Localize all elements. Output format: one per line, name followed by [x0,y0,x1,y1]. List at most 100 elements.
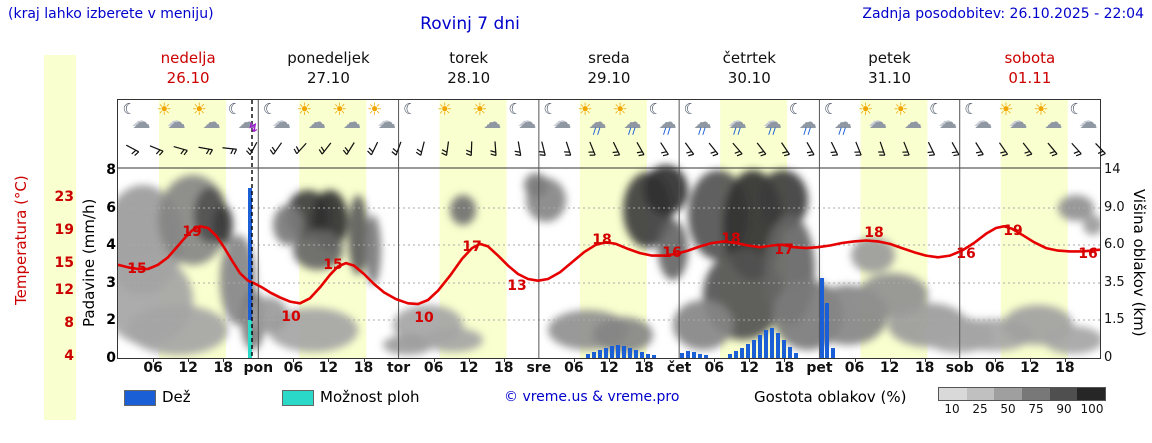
cloud-height-tick: 6.0 [1104,237,1125,252]
hour-tick [644,358,646,362]
day-header-nedelja: nedelja 26.10 [118,48,258,88]
hour-tick [328,358,330,362]
cloud-scale-segment [1022,388,1050,400]
day-date: 27.10 [306,69,350,87]
hour-label: 06 [844,360,865,376]
hour-tick [1029,358,1031,362]
svg-text:18: 18 [721,231,740,247]
hour-label: 12 [458,360,479,376]
hour-tick [714,358,716,362]
day-date: 31.10 [868,69,912,87]
hour-label: 18 [494,360,514,376]
hour-tick [293,358,295,362]
hour-label: 12 [1020,360,1040,376]
day-name: sreda [588,49,630,67]
day-abbr-label: pon [243,360,274,376]
hour-label: 06 [143,360,163,376]
hour-label: 12 [318,360,339,376]
precipitation-tick: 8 [106,162,116,178]
day-name: četrtek [722,49,776,67]
day-header-torek: torek 28.10 [399,48,539,88]
day-date: 28.10 [447,69,491,87]
day-header-ponedeljek: ponedeljek 27.10 [258,48,398,88]
cloud-scale-number: 90 [1056,402,1072,416]
svg-text:10: 10 [414,310,434,326]
cloud-scale-segment [1049,388,1078,400]
hour-label: 18 [213,360,233,376]
day-header-sreda: sreda 29.10 [539,48,679,88]
svg-text:19: 19 [1003,223,1022,239]
day-abbr-label: čet [666,360,692,376]
day-date: 29.10 [587,69,631,87]
svg-text:16: 16 [956,246,975,262]
hour-tick [363,358,365,362]
hour-label: 06 [704,360,724,376]
svg-text:10: 10 [281,309,301,325]
hour-label: 12 [599,360,619,376]
hour-tick [223,358,225,362]
hour-tick [573,358,575,362]
svg-text:16: 16 [662,245,681,261]
hour-tick [854,358,856,362]
day-abbr-label: tor [386,360,411,376]
precipitation-tick: 6 [106,200,116,216]
hour-label: 18 [353,360,374,376]
day-date: 01.11 [1008,69,1052,87]
precipitation-axis-label: Padavine (mm/h) [80,198,98,327]
hour-label: 06 [985,360,1005,376]
temperature-tick: 19 [54,222,74,238]
day-header-petek: petek 31.10 [819,48,959,88]
cloud-scale-segment [966,388,995,400]
hour-tick [889,358,891,362]
cloud-density-scale: 10 25 50 75 90 100 [938,387,1106,416]
cloud-scale-number: 100 [1080,402,1104,416]
day-name: ponedeljek [287,49,370,67]
shower-bars [248,320,252,358]
cloud-scale-number: 75 [1028,402,1044,416]
hour-label: 12 [178,360,198,376]
day-header-četrtek: četrtek 30.10 [679,48,819,88]
hour-tick [924,358,926,362]
temperature-value-labels: 15 19 10 15 10 17 13 18 16 18 17 18 16 19 16 [127,223,1097,326]
rain-label: Dež [162,388,191,406]
hour-tick [433,358,435,362]
cloud-density-label: Gostota oblakov (%) [754,388,907,406]
hour-label: 06 [423,360,444,376]
precipitation-tick: 4 [106,237,116,253]
cloud-scale-number: 50 [1000,402,1016,416]
hour-label: 12 [879,360,900,376]
day-date: 26.10 [166,69,210,87]
hour-label: 06 [564,360,584,376]
day-date: 30.10 [727,69,771,87]
hour-label: 12 [739,360,760,376]
cloud-scale-segment [939,388,967,400]
hour-tick [503,358,505,362]
svg-text:17: 17 [462,239,481,255]
cloud-scale-segment [1077,388,1106,400]
hour-label: 18 [634,360,654,376]
cloud-height-tick: 3.5 [1104,275,1125,290]
hour-label: 06 [283,360,304,376]
cloud-height-tick: 14 [1104,162,1121,177]
day-abbr-label: sob [945,360,974,376]
day-header-sobota: sobota 01.11 [960,48,1100,88]
menu-hint: (kraj lahko izberete v meniju) [8,6,214,22]
rain-bars [248,188,835,358]
hour-tick [468,358,470,362]
precipitation-tick: 2 [106,312,116,328]
copyright-link[interactable]: © vreme.us & vreme.pro [504,389,680,405]
cloud-height-axis-label: Višina oblakov (km) [1130,189,1148,337]
day-abbr-label: pet [806,360,833,376]
day-name: petek [868,49,911,67]
temperature-tick: 15 [54,255,74,271]
temperature-tick: 8 [64,315,74,331]
svg-text:13: 13 [507,278,526,294]
shower-swatch [282,390,314,406]
cloud-scale-segment [994,388,1023,400]
shower-label: Možnost ploh [320,388,420,406]
cloud-height-tick: 9.0 [1104,200,1125,215]
svg-text:17: 17 [774,242,793,258]
day-name: sobota [1004,49,1056,67]
page-title: Rovinj 7 dni [420,14,520,34]
